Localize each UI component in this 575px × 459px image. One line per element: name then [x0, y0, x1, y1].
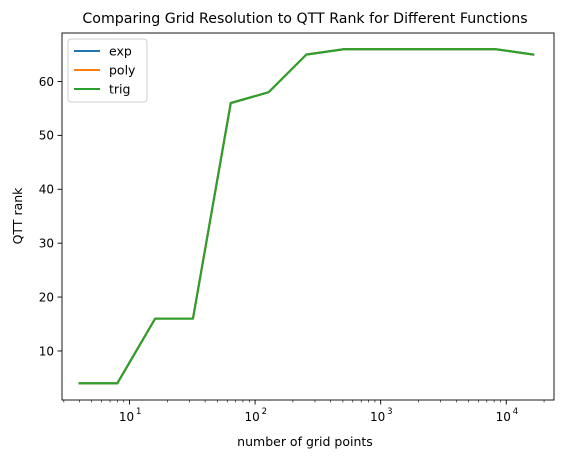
series-line-trig [78, 48, 535, 385]
y-tick-label: 50 [39, 129, 54, 143]
x-tick-exponent: 1 [136, 407, 141, 417]
x-tick-exponent: 3 [387, 407, 392, 417]
y-tick-label: 20 [39, 290, 54, 304]
x-axis-ticks: 10 1 10 2 10 3 10 4 [63, 400, 545, 424]
x-tick-label: 10 [119, 410, 134, 424]
legend-box [67, 38, 148, 103]
legend-label-exp: exp [109, 44, 132, 59]
x-tick-label: 10 [370, 410, 385, 424]
y-tick-label: 60 [39, 75, 54, 89]
y-axis-ticks: 10 20 30 40 50 60 [39, 75, 62, 358]
x-tick-exponent: 4 [513, 407, 518, 417]
x-tick-label: 10 [496, 410, 511, 424]
y-tick-label: 10 [39, 344, 54, 358]
legend-label-poly: poly [109, 63, 136, 78]
x-tick-label: 10 [244, 410, 259, 424]
y-tick-label: 40 [39, 183, 54, 197]
series-lines [78, 48, 535, 385]
chart-title: Comparing Grid Resolution to QTT Rank fo… [82, 11, 527, 27]
y-tick-label: 30 [39, 236, 54, 250]
y-axis-label: QTT rank [10, 187, 25, 245]
x-axis-label: number of grid points [237, 434, 373, 449]
axes-frame [61, 32, 555, 401]
legend-label-trig: trig [109, 82, 130, 97]
legend: exp poly trig [67, 38, 148, 103]
x-tick-exponent: 2 [262, 407, 267, 417]
